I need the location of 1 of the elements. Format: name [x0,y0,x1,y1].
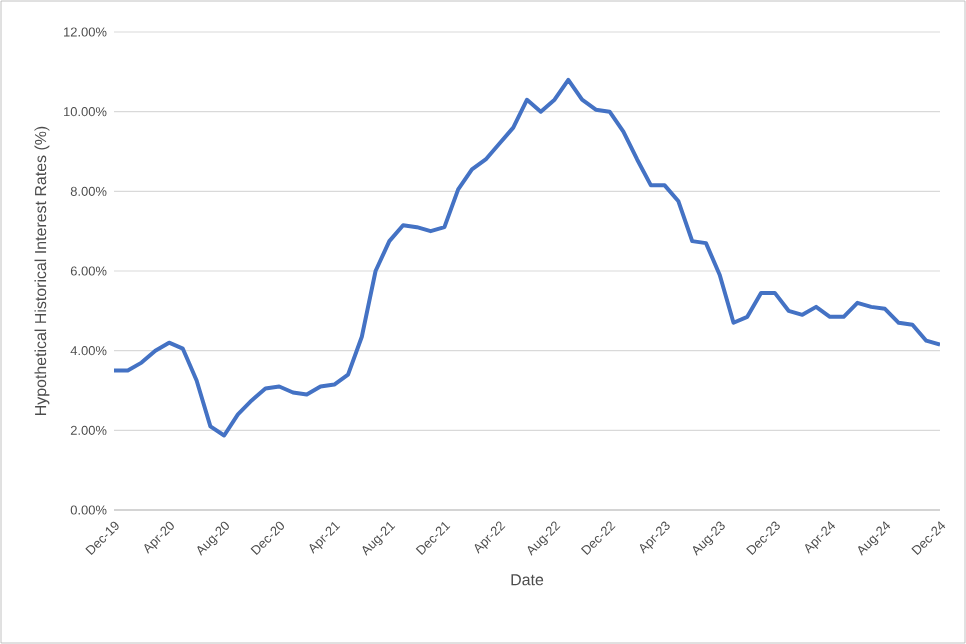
line-series [114,77,941,438]
